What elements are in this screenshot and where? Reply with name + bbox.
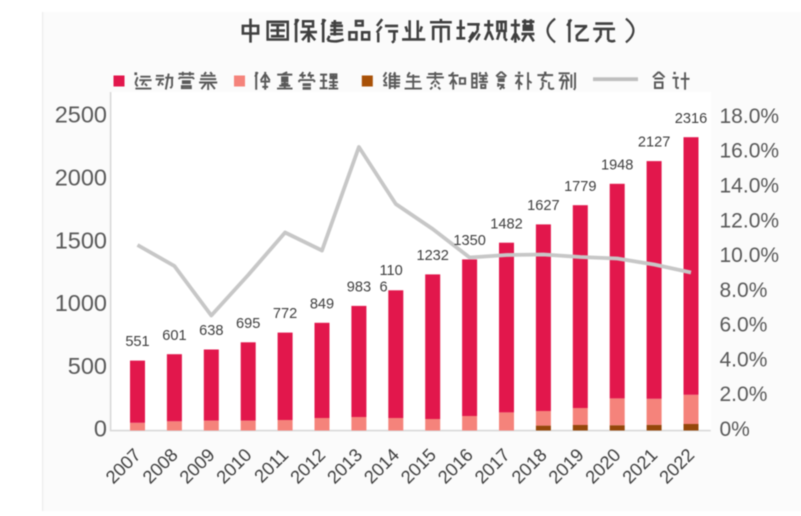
svg-text:16.0%: 16.0% [720, 140, 780, 163]
svg-text:601: 601 [162, 328, 186, 344]
svg-text:638: 638 [199, 323, 223, 339]
svg-text:6.0%: 6.0% [720, 314, 768, 337]
svg-text:12.0%: 12.0% [720, 209, 780, 232]
svg-text:849: 849 [310, 296, 334, 312]
svg-text:1779: 1779 [564, 179, 596, 195]
svg-text:500: 500 [68, 353, 107, 379]
svg-text:110: 110 [380, 263, 403, 279]
svg-text:1000: 1000 [55, 290, 107, 316]
svg-text:1482: 1482 [490, 216, 522, 232]
svg-text:2316: 2316 [675, 111, 707, 127]
svg-text:0: 0 [94, 416, 107, 442]
svg-text:1627: 1627 [527, 198, 559, 214]
svg-text:2000: 2000 [55, 165, 107, 191]
svg-text:0%: 0% [720, 418, 750, 441]
svg-text:10.0%: 10.0% [720, 244, 780, 267]
svg-text:8.0%: 8.0% [720, 279, 768, 302]
svg-text:1232: 1232 [416, 248, 448, 264]
svg-text:4.0%: 4.0% [720, 348, 768, 371]
svg-text:1948: 1948 [601, 157, 633, 173]
svg-text:18.0%: 18.0% [720, 105, 780, 128]
svg-text:695: 695 [236, 316, 260, 332]
svg-text:551: 551 [125, 334, 149, 350]
svg-text:14.0%: 14.0% [720, 175, 780, 198]
svg-text:2.0%: 2.0% [720, 383, 768, 406]
svg-text:983: 983 [347, 280, 371, 296]
svg-text:772: 772 [273, 306, 297, 322]
svg-text:1350: 1350 [453, 233, 485, 249]
svg-text:6: 6 [380, 279, 388, 295]
svg-text:2127: 2127 [638, 135, 670, 151]
svg-text:2500: 2500 [55, 102, 107, 128]
svg-text:1500: 1500 [55, 227, 107, 253]
